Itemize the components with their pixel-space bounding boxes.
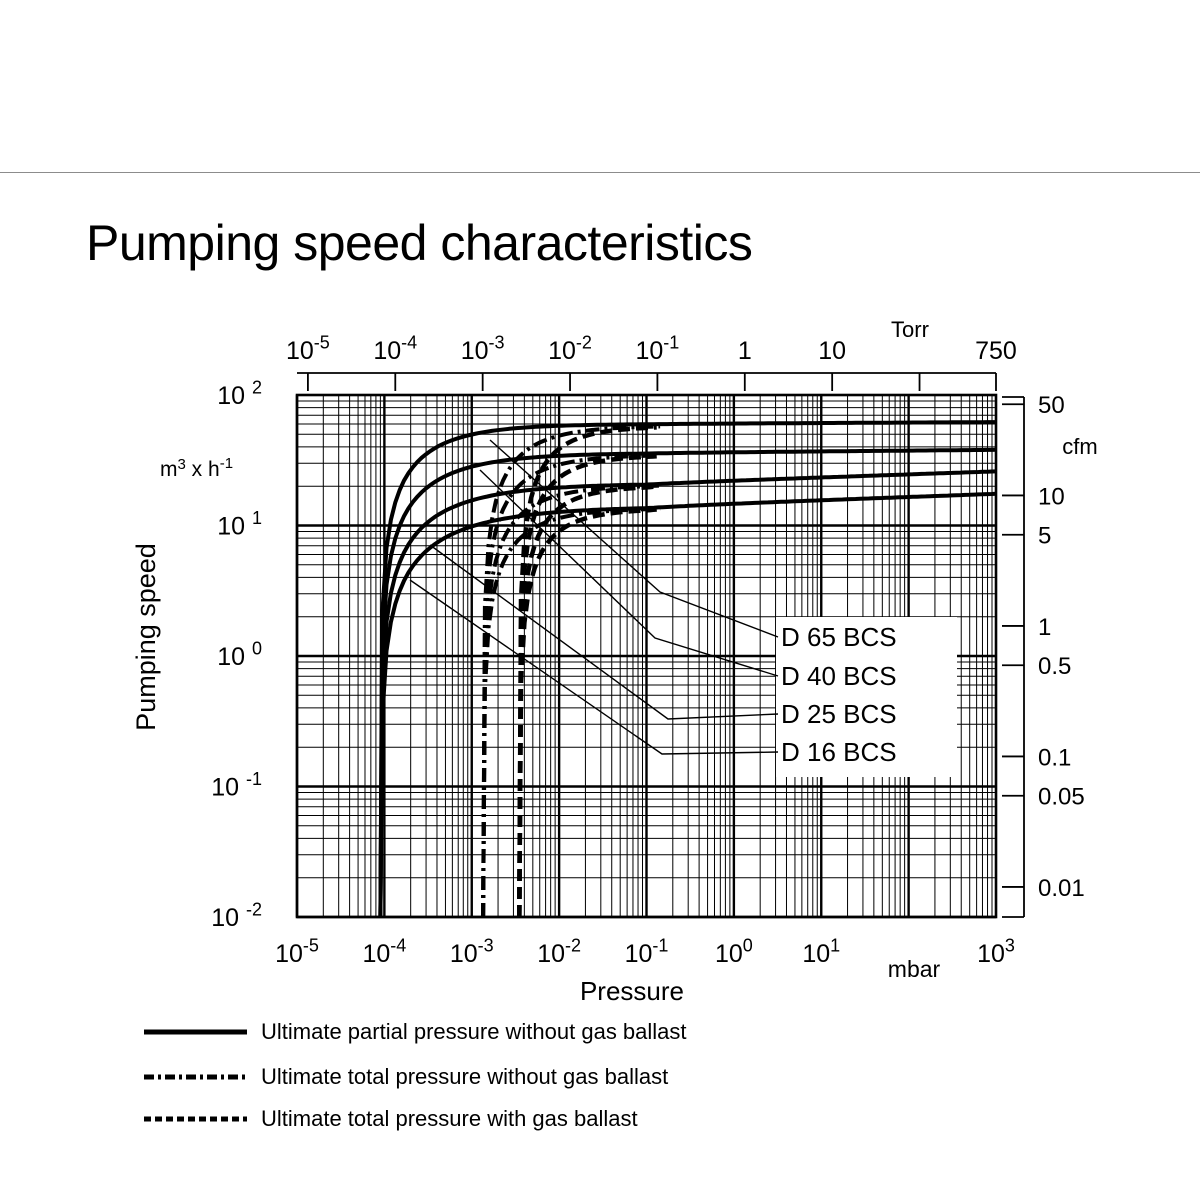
y-unit-label: m3 x h-1 [160, 455, 233, 481]
page-title: Pumping speed characteristics [86, 215, 753, 271]
x-tick-label: 103 [977, 936, 1015, 969]
series-leader-line [479, 469, 779, 677]
total-pressure-no-ballast-curve [481, 424, 661, 918]
y-tick-label: 10 1 [217, 508, 262, 541]
top-tick-label: 10-4 [373, 333, 417, 366]
right-tick-label: 0.5 [1038, 653, 1071, 680]
total-pressure-with-ballast-curve [517, 484, 657, 918]
y-tick-label: 10 2 [217, 378, 262, 411]
right-tick-label: 50 [1038, 392, 1065, 419]
x-tick-label: 10-5 [275, 936, 319, 969]
right-tick-label: 0.01 [1038, 875, 1085, 902]
top-tick-label: 10 [818, 337, 846, 365]
total-pressure-no-ballast-curve [481, 453, 661, 918]
partial-pressure-curve [378, 420, 996, 918]
y-tick-label: 10 0 [217, 639, 262, 672]
right-tick-label: 10 [1038, 483, 1065, 510]
top-tick-label: 10-1 [635, 333, 679, 366]
series-label: D 16 BCS [781, 737, 897, 767]
top-tick-label: 10-5 [286, 333, 330, 366]
plot-frame [295, 393, 998, 919]
x-tick-label: 10-3 [450, 936, 494, 969]
right-tick-label: 0.1 [1038, 744, 1071, 771]
x-tick-label: 100 [715, 936, 753, 969]
right-unit-label: cfm [1062, 434, 1097, 459]
header-divider [0, 172, 1200, 173]
x-tick-label: 10-1 [625, 936, 669, 969]
x-tick-label: 101 [802, 936, 840, 969]
series-label-box [776, 617, 957, 777]
series-leader-line [489, 439, 779, 638]
top-tick-label: 10-3 [461, 333, 505, 366]
legend-label: Ultimate partial pressure without gas ba… [261, 1019, 687, 1044]
top-tick-label: 10-2 [548, 333, 592, 366]
series-label: D 40 BCS [781, 661, 897, 691]
top-unit-label: Torr [891, 317, 929, 342]
y-tick-label: 10 -2 [211, 900, 262, 933]
partial-pressure-curve [378, 491, 997, 918]
top-tick-label: 750 [975, 337, 1017, 365]
y-tick-label: 10 -1 [211, 769, 262, 802]
series-label: D 25 BCS [781, 699, 897, 729]
series-label: D 65 BCS [781, 622, 897, 652]
legend-label: Ultimate total pressure without gas ball… [261, 1064, 668, 1089]
right-tick-label: 1 [1038, 614, 1051, 641]
total-pressure-no-ballast-curve [481, 506, 661, 918]
partial-pressure-curve [378, 469, 997, 918]
x-tick-label: 10-4 [362, 936, 406, 969]
series-leader-line [429, 544, 779, 720]
x-unit-label: mbar [888, 956, 941, 982]
legend-label: Ultimate total pressure with gas ballast [261, 1106, 638, 1131]
x-tick-label: 10-2 [537, 936, 581, 969]
partial-pressure-curve [378, 447, 997, 918]
x-axis-title: Pressure [580, 976, 684, 1006]
total-pressure-with-ballast-curve [517, 425, 657, 918]
y-axis-title: Pumping speed [131, 543, 161, 731]
series-leader-line [409, 579, 779, 755]
top-tick-label: 1 [738, 337, 752, 365]
total-pressure-with-ballast-curve [517, 507, 657, 918]
right-tick-label: 5 [1038, 523, 1051, 550]
right-tick-label: 0.05 [1038, 784, 1085, 811]
